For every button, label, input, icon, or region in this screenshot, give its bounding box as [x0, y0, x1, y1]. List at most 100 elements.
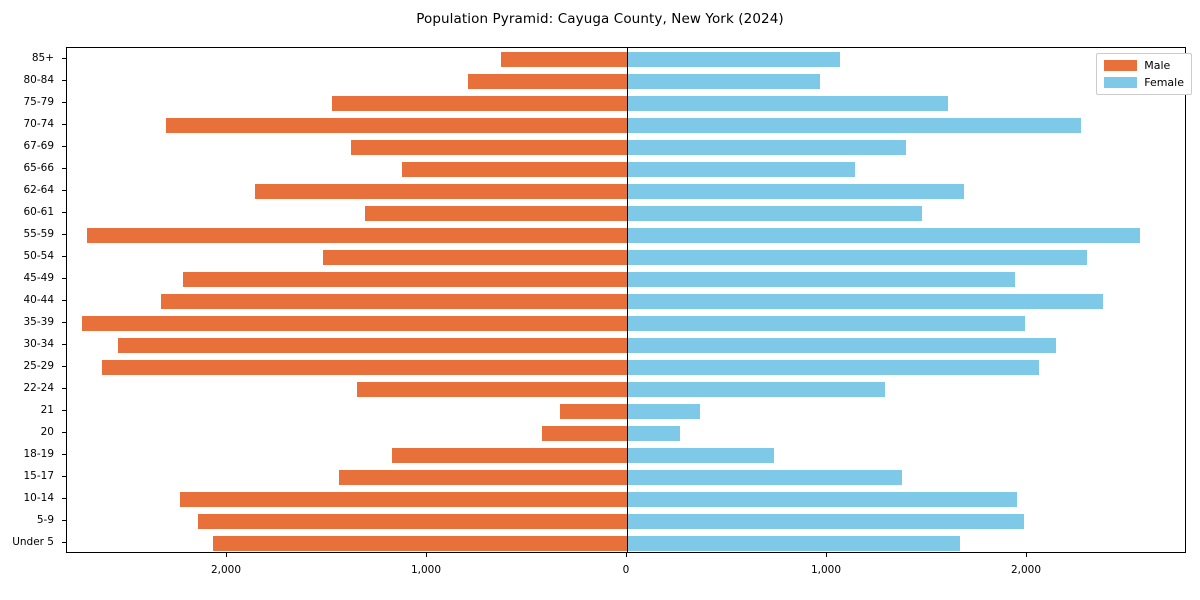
- bar-female-62-64: [627, 183, 964, 199]
- y-tick-label: 50-54: [23, 250, 54, 262]
- y-tick-label: 80-84: [23, 74, 54, 86]
- legend-swatch-female: [1104, 77, 1138, 88]
- bar-female-35-39: [627, 315, 1025, 331]
- y-tick-mark: [62, 190, 66, 191]
- y-tick-mark: [62, 454, 66, 455]
- bar-male-70-74: [166, 117, 627, 133]
- zero-axis-line: [627, 48, 628, 552]
- y-tick-mark: [62, 432, 66, 433]
- y-tick-mark: [62, 168, 66, 169]
- y-tick-mark: [62, 212, 66, 213]
- y-tick-label: 5-9: [36, 514, 54, 526]
- bar-female-10-14: [627, 491, 1018, 507]
- y-tick-label: 85+: [31, 52, 54, 64]
- bar-male-35-39: [81, 315, 627, 331]
- y-tick-mark: [62, 300, 66, 301]
- y-tick-mark: [62, 146, 66, 147]
- legend-item-male: Male: [1104, 59, 1184, 72]
- bar-female-80-84: [627, 73, 820, 89]
- y-tick-mark: [62, 278, 66, 279]
- y-tick-label: 22-24: [23, 382, 54, 394]
- bar-male-21: [559, 403, 627, 419]
- y-tick-mark: [62, 256, 66, 257]
- bar-female-50-54: [627, 249, 1088, 265]
- legend-swatch-male: [1104, 60, 1138, 71]
- bar-male-65-66: [402, 161, 627, 177]
- bar-male-40-44: [161, 293, 627, 309]
- y-axis: 85+ 80-84 75-79 70-74 67-69 65-66 62-64 60-61 55…: [0, 47, 66, 553]
- bar-male-80-84: [468, 73, 627, 89]
- chart-title: Population Pyramid: Cayuga County, New Y…: [416, 11, 784, 27]
- bar-female-25-29: [627, 359, 1040, 375]
- bar-male-5-9: [197, 513, 627, 529]
- bar-female-22-24: [627, 381, 885, 397]
- bar-male-45-49: [182, 271, 627, 287]
- y-tick-mark: [62, 344, 66, 345]
- bar-male-30-34: [117, 337, 627, 353]
- y-tick-label: Under 5: [12, 536, 54, 548]
- bar-female-67-69: [627, 139, 906, 155]
- y-tick-label: 30-34: [23, 338, 54, 350]
- plot-area: [66, 47, 1186, 553]
- bar-female-15-17: [627, 469, 902, 485]
- y-tick-mark: [62, 410, 66, 411]
- x-tick-mark: [226, 553, 227, 557]
- y-tick-mark: [62, 388, 66, 389]
- bar-female-5-9: [627, 513, 1024, 529]
- x-tick-mark: [826, 553, 827, 557]
- y-tick-mark: [62, 234, 66, 235]
- bar-female-21: [627, 403, 701, 419]
- y-tick-label: 21: [40, 404, 54, 416]
- bar-female-55-59: [627, 227, 1141, 243]
- bar-female-18-19: [627, 447, 775, 463]
- bar-male-67-69: [350, 139, 627, 155]
- y-tick-mark: [62, 102, 66, 103]
- legend-label-female: Female: [1144, 76, 1184, 89]
- bar-male-62-64: [255, 183, 627, 199]
- bar-male-75-79: [332, 95, 627, 111]
- x-tick-label: 1,000: [810, 564, 842, 576]
- y-tick-label: 60-61: [23, 206, 54, 218]
- bar-male-22-24: [357, 381, 627, 397]
- bar-female-40-44: [627, 293, 1104, 309]
- y-tick-label: 15-17: [23, 470, 54, 482]
- y-tick-label: 20: [40, 426, 54, 438]
- y-tick-mark: [62, 124, 66, 125]
- y-tick-label: 55-59: [23, 228, 54, 240]
- y-tick-mark: [62, 366, 66, 367]
- y-tick-label: 65-66: [23, 162, 54, 174]
- bar-male-50-54: [322, 249, 627, 265]
- x-tick-mark: [626, 553, 627, 557]
- chart-legend: Male Female: [1096, 53, 1192, 95]
- y-tick-label: 67-69: [23, 140, 54, 152]
- bar-female-60-61: [627, 205, 923, 221]
- y-tick-label: 62-64: [23, 184, 54, 196]
- bar-female-30-34: [627, 337, 1057, 353]
- y-tick-label: 45-49: [23, 272, 54, 284]
- y-tick-label: 75-79: [23, 96, 54, 108]
- bar-male-25-29: [102, 359, 627, 375]
- bars-layer: [67, 48, 1185, 552]
- bar-female-20: [627, 425, 680, 441]
- bar-male-55-59: [86, 227, 627, 243]
- bar-female-45-49: [627, 271, 1015, 287]
- bar-male-20: [542, 425, 627, 441]
- x-tick-mark: [1026, 553, 1027, 557]
- y-tick-mark: [62, 58, 66, 59]
- y-tick-mark: [62, 542, 66, 543]
- y-tick-mark: [62, 476, 66, 477]
- y-tick-label: 10-14: [23, 492, 54, 504]
- x-tick-label: 2,000: [1010, 564, 1042, 576]
- x-tick-mark: [426, 553, 427, 557]
- y-tick-label: 70-74: [23, 118, 54, 130]
- y-tick-label: 35-39: [23, 316, 54, 328]
- bar-male-10-14: [180, 491, 627, 507]
- x-axis: 2,000 1,000 0 1,000 2,000: [0, 553, 1200, 593]
- y-tick-mark: [62, 322, 66, 323]
- bar-female-75-79: [627, 95, 949, 111]
- y-tick-mark: [62, 498, 66, 499]
- y-tick-mark: [62, 520, 66, 521]
- bar-female-70-74: [627, 117, 1082, 133]
- x-tick-label: 1,000: [410, 564, 442, 576]
